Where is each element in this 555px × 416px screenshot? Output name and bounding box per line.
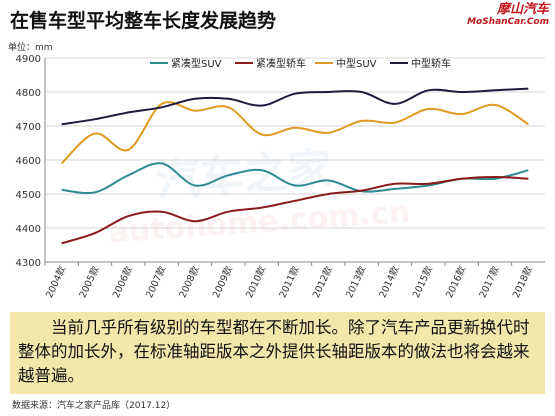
legend-label: 中型SUV xyxy=(336,57,377,70)
x-tick-label: 2008款 xyxy=(177,264,202,300)
brand-logo: 摩山汽车 MoShanCar.Com xyxy=(467,3,549,28)
series-line-2 xyxy=(61,175,529,245)
y-axis-unit: 单位：mm xyxy=(8,41,53,53)
x-tick-label: 2018款 xyxy=(510,264,535,300)
x-tick-label: 2017款 xyxy=(477,264,502,300)
x-tick-label: 2014款 xyxy=(377,264,402,300)
y-tick-label: 4400 xyxy=(16,224,41,235)
x-tick-label: 2011款 xyxy=(277,264,302,300)
caption-text: 当前几乎所有级别的车型都在不断加长。除了汽车产品更新换代时整体的加长外，在标准轴… xyxy=(10,312,545,394)
y-tick-label: 4800 xyxy=(16,88,41,99)
y-tick-label: 4600 xyxy=(16,156,41,167)
y-tick-label: 4500 xyxy=(16,190,41,201)
series-line-4 xyxy=(61,87,529,126)
series-line-3 xyxy=(60,101,529,165)
y-tick-label: 4300 xyxy=(16,258,41,269)
watermark-url: autohome.com.cn xyxy=(108,195,411,251)
x-tick-label: 2012款 xyxy=(310,264,335,300)
data-source: 数据来源：汽车之家产品库（2017.12） xyxy=(12,401,176,411)
x-tick-label: 2006款 xyxy=(110,264,135,300)
x-tick-label: 2015款 xyxy=(410,264,435,300)
y-tick-label: 4700 xyxy=(16,122,41,133)
x-tick-label: 2007款 xyxy=(143,264,168,300)
x-tick-label: 2004款 xyxy=(43,264,68,300)
x-tick-label: 2013款 xyxy=(343,264,368,300)
x-tick-label: 2010款 xyxy=(243,264,268,300)
y-tick-label: 4900 xyxy=(16,54,41,65)
x-tick-label: 2005款 xyxy=(77,264,102,300)
x-tick-label: 2016款 xyxy=(443,264,468,300)
watermark-text: 汽车之家 xyxy=(154,144,333,207)
page-title: 在售车型平均整车长度发展趋势 xyxy=(10,10,277,32)
legend-label: 紧凑型轿车 xyxy=(256,57,306,70)
x-tick-label: 2009款 xyxy=(210,264,235,300)
legend-label: 中型轿车 xyxy=(411,57,451,70)
logo-text: 摩山汽车 xyxy=(496,2,549,17)
legend-label: 紧凑型SUV xyxy=(171,57,222,70)
logo-url: MoShanCar.Com xyxy=(467,17,549,27)
